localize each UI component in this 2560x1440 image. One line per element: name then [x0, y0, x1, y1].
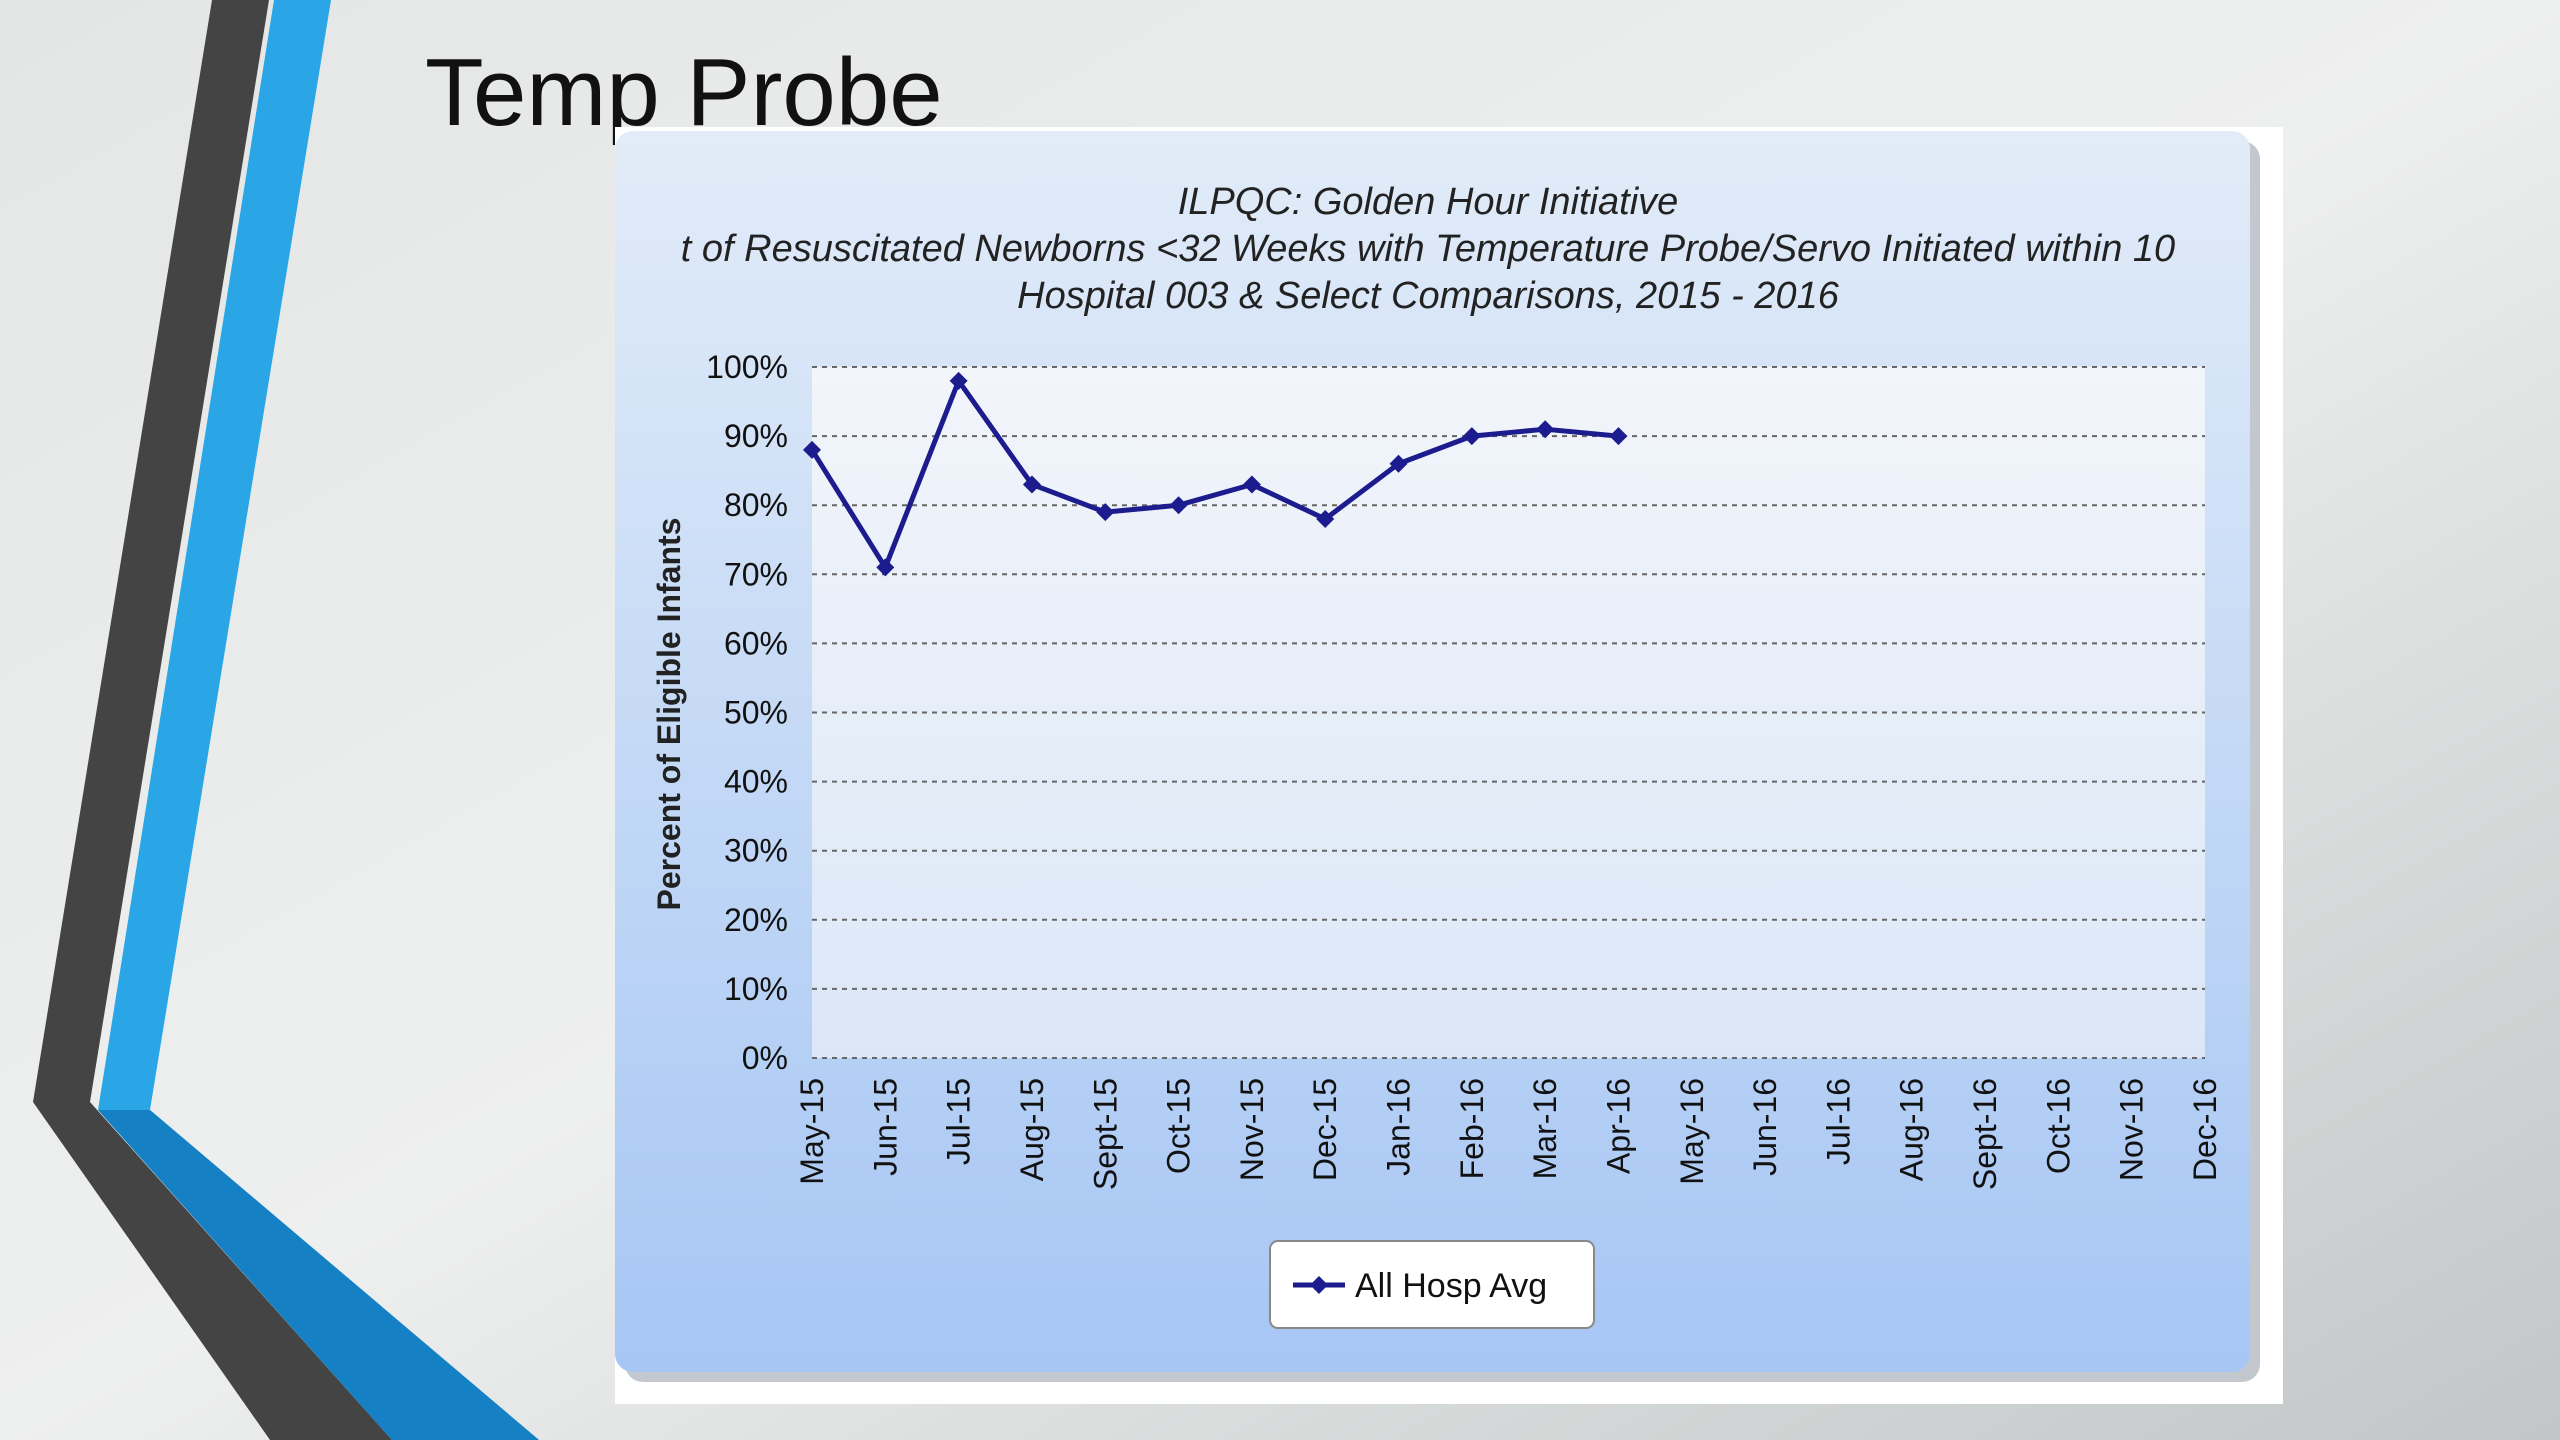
x-tick-label: Oct-16 [2040, 1078, 2076, 1174]
y-tick-label: 10% [724, 971, 788, 1007]
legend-marker [1310, 1276, 1328, 1294]
x-tick-label: Mar-16 [1527, 1078, 1563, 1179]
x-tick-label: Feb-16 [1454, 1078, 1490, 1179]
y-tick-label: 60% [724, 625, 788, 661]
x-tick-label: Jan-16 [1381, 1078, 1417, 1176]
chart-subtitle: t of Resuscitated Newborns <32 Weeks wit… [681, 228, 2175, 270]
legend-box [1269, 1240, 1595, 1329]
data-point [949, 371, 968, 390]
y-tick-label: 100% [706, 349, 788, 385]
x-tick-label: Sept-16 [1967, 1078, 2003, 1190]
chart-title: ILPQC: Golden Hour Initiative [1178, 181, 1679, 223]
x-tick-label: Jun-16 [1747, 1078, 1783, 1176]
y-tick-label: 70% [724, 556, 788, 592]
y-tick-label: 50% [724, 695, 788, 731]
x-tick-label: Sept-15 [1087, 1078, 1123, 1190]
x-tick-label: Nov-16 [2114, 1078, 2150, 1181]
x-tick-label: Oct-15 [1161, 1078, 1197, 1174]
y-tick-label: 30% [724, 833, 788, 869]
x-tick-label: Dec-15 [1307, 1078, 1343, 1181]
x-tick-label: May-16 [1674, 1078, 1710, 1185]
data-point [1536, 420, 1555, 439]
y-tick-label: 0% [742, 1040, 788, 1076]
y-tick-label: 40% [724, 764, 788, 800]
chart-subtitle: Hospital 003 & Select Comparisons, 2015 … [1017, 275, 1840, 317]
x-tick-label: Jul-16 [1820, 1078, 1856, 1165]
y-tick-label: 20% [724, 902, 788, 938]
data-point [1316, 510, 1335, 529]
data-point [1462, 427, 1481, 446]
data-point [1242, 475, 1261, 494]
stripe-blue [98, 0, 539, 1440]
x-tick-label: May-15 [794, 1078, 830, 1185]
data-point [1022, 475, 1041, 494]
stripe-dark [33, 0, 392, 1440]
x-tick-label: Nov-15 [1234, 1078, 1270, 1181]
data-point [876, 558, 895, 577]
y-tick-label: 90% [724, 418, 788, 454]
x-tick-label: Dec-16 [2187, 1078, 2223, 1181]
series-line [809, 378, 1619, 570]
data-point [1609, 427, 1628, 446]
legend-label: All Hosp Avg [1355, 1267, 1547, 1305]
x-tick-label: Aug-15 [1014, 1078, 1050, 1181]
data-point [1389, 454, 1408, 473]
x-tick-label: Jul-15 [941, 1078, 977, 1165]
y-axis-label: Percent of Eligible Infants [651, 518, 687, 911]
stripe-blue-dark [98, 1110, 539, 1440]
data-point [1169, 496, 1188, 515]
data-point [803, 440, 821, 459]
x-tick-label: Apr-16 [1600, 1078, 1636, 1174]
data-point [1096, 503, 1115, 522]
x-tick-label: Aug-16 [1894, 1078, 1930, 1181]
titles: ILPQC: Golden Hour Initiative t of Resus… [681, 181, 2175, 317]
y-tick-label: 80% [724, 487, 788, 523]
x-tick-label: Jun-15 [867, 1078, 903, 1176]
